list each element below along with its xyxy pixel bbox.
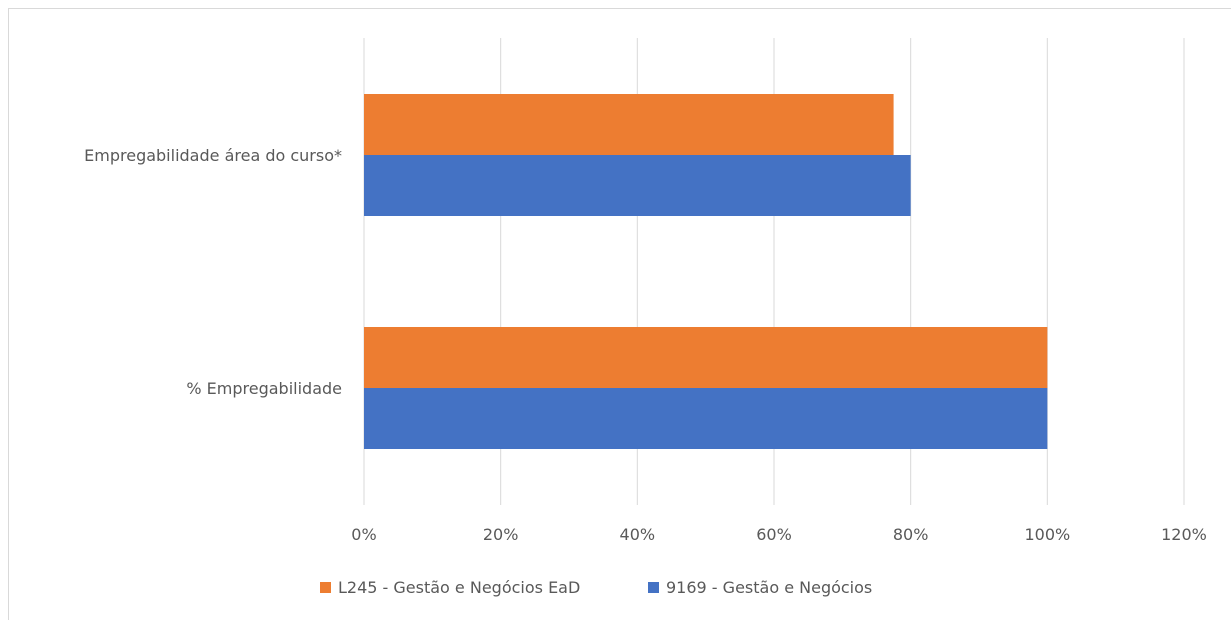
legend-swatch bbox=[648, 582, 659, 593]
legend-label: L245 - Gestão e Negócios EaD bbox=[338, 578, 580, 597]
x-tick-label: 80% bbox=[893, 525, 929, 544]
category-labels: Empregabilidade área do curso* % Empregab… bbox=[84, 146, 342, 398]
legend-label: 9169 - Gestão e Negócios bbox=[666, 578, 872, 597]
bar bbox=[364, 388, 1048, 449]
bar bbox=[364, 155, 911, 216]
bar bbox=[364, 327, 1048, 388]
x-tick-label: 20% bbox=[483, 525, 519, 544]
bars bbox=[364, 94, 1048, 449]
x-axis-tick-labels: 0% 20% 40% 60% 80% 100% 120% bbox=[351, 525, 1207, 544]
bar bbox=[364, 94, 894, 155]
x-tick-label: 120% bbox=[1161, 525, 1207, 544]
x-tick-label: 0% bbox=[351, 525, 376, 544]
legend-swatch bbox=[320, 582, 331, 593]
category-label: Empregabilidade área do curso* bbox=[84, 146, 342, 165]
x-tick-label: 40% bbox=[620, 525, 656, 544]
x-tick-label: 60% bbox=[756, 525, 792, 544]
legend: L245 - Gestão e Negócios EaD 9169 - Gestã… bbox=[320, 578, 872, 597]
x-tick-label: 100% bbox=[1024, 525, 1070, 544]
category-label: % Empregabilidade bbox=[186, 379, 342, 398]
